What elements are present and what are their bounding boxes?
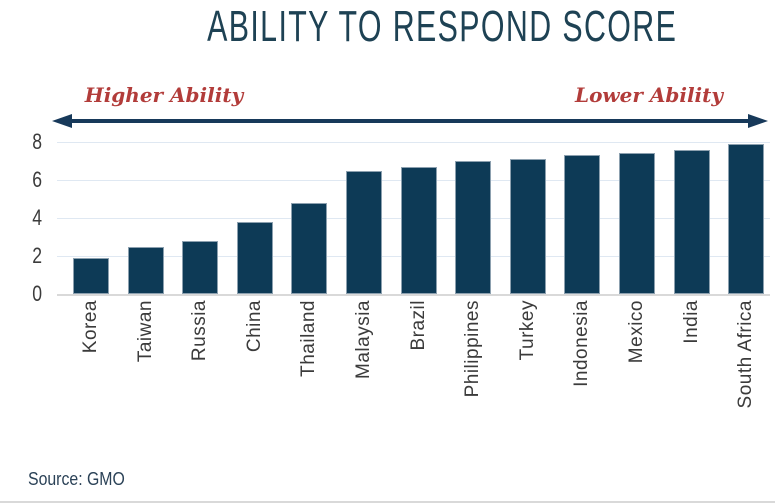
y-tick-label-6: 6	[32, 167, 42, 192]
x-label-korea: Korea	[80, 300, 101, 354]
x-label-russia: Russia	[189, 300, 211, 362]
gridline-8	[57, 142, 770, 143]
ability-axis-arrow-line	[70, 119, 750, 123]
bar-china	[236, 221, 273, 294]
bar-russia	[182, 240, 219, 294]
bar-thailand	[291, 202, 328, 294]
source-caption: Source: GMO	[28, 469, 125, 489]
x-label-brazil: Brazil	[407, 300, 429, 351]
chart-title: ABILITY TO RESPOND SCORE	[206, 2, 678, 51]
bar-indonesia	[564, 155, 601, 294]
y-tick-label-8: 8	[32, 129, 42, 154]
lower-ability-label: Lower Ability	[575, 83, 723, 107]
x-label-mexico: Mexico	[626, 300, 647, 364]
bar-south-africa	[728, 143, 765, 294]
arrow-left-head-icon	[52, 114, 72, 128]
x-label-thailand: Thailand	[298, 300, 320, 377]
x-label-malaysia: Malaysia	[353, 300, 374, 379]
y-tick-label-4: 4	[32, 205, 42, 230]
x-axis-line	[57, 294, 770, 296]
x-label-philippines: Philippines	[462, 300, 484, 398]
bar-turkey	[509, 159, 546, 294]
y-tick-label-0: 0	[32, 281, 42, 306]
x-label-indonesia: Indonesia	[571, 300, 593, 387]
x-label-taiwan: Taiwan	[134, 300, 156, 363]
higher-ability-label: Higher Ability	[84, 83, 244, 107]
bar-mexico	[619, 153, 655, 294]
bar-brazil	[400, 166, 437, 294]
bar-taiwan	[127, 246, 164, 294]
arrow-right-head-icon	[748, 114, 768, 128]
bottom-divider	[0, 501, 775, 503]
x-label-india: India	[680, 300, 702, 344]
bar-malaysia	[346, 170, 382, 294]
y-tick-label-2: 2	[32, 243, 42, 268]
x-label-turkey: Turkey	[516, 300, 538, 361]
bar-india	[673, 149, 710, 294]
bar-philippines	[455, 161, 492, 294]
x-label-china: China	[243, 300, 265, 353]
bar-korea	[73, 257, 109, 294]
x-label-south-africa: South Africa	[735, 300, 757, 409]
chart-title-row: ABILITY TO RESPOND SCORE	[0, 5, 775, 49]
